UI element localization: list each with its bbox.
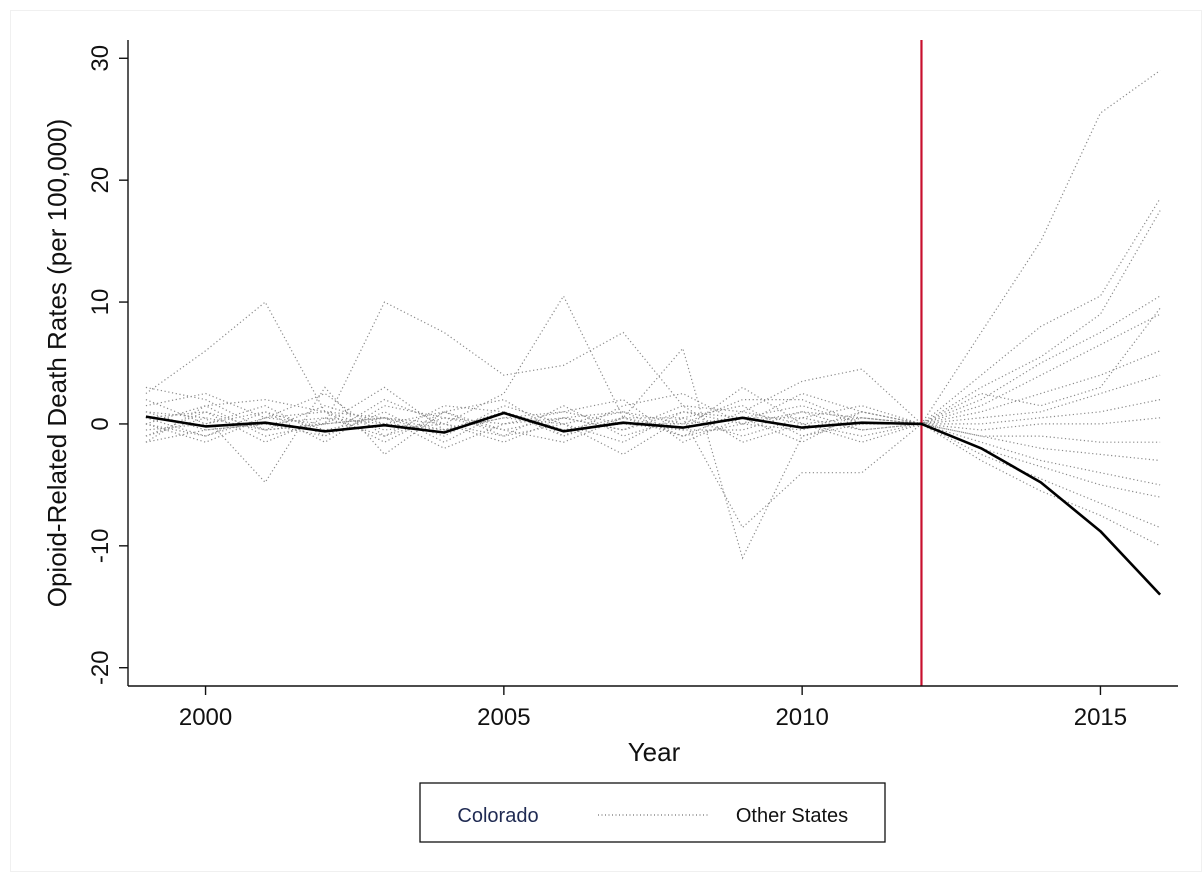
other-state-line: [145, 70, 1161, 437]
other-state-line: [145, 386, 1161, 529]
y-tick-label: 0: [87, 417, 114, 430]
legend-label-other-states: Other States: [736, 805, 848, 827]
y-tick-label: 20: [87, 167, 114, 194]
x-axis-ticks: 2000 2005 2010 2015: [179, 686, 1127, 731]
legend: Colorado Other States: [419, 782, 886, 843]
x-axis-title: Year: [628, 737, 681, 767]
other-state-line: [145, 198, 1161, 431]
other-state-line: [145, 399, 1161, 462]
y-axis-ticks: -20 -10 0 10 20 30: [87, 45, 128, 685]
legend-label-colorado: Colorado: [457, 805, 538, 827]
y-tick-label: 10: [87, 289, 114, 316]
other-state-line: [145, 374, 1161, 443]
other-state-line: [145, 210, 1161, 560]
y-tick-label: -10: [87, 528, 114, 563]
other-states-lines: [145, 70, 1161, 560]
y-axis-title: Opioid-Related Death Rates (per 100,000): [42, 119, 72, 608]
x-tick-label: 2015: [1074, 704, 1127, 731]
other-state-line: [145, 411, 1161, 486]
other-state-line: [145, 392, 1161, 498]
other-state-line: [145, 398, 1161, 547]
y-tick-label: 30: [87, 45, 114, 72]
x-tick-label: 2000: [179, 704, 232, 731]
colorado-series-line: [145, 411, 1162, 596]
x-tick-label: 2010: [775, 704, 828, 731]
x-tick-label: 2005: [477, 704, 530, 731]
other-state-line: [145, 313, 1161, 431]
y-tick-label: -20: [87, 650, 114, 685]
legend-box: [419, 782, 886, 843]
other-state-line: [145, 295, 1161, 529]
